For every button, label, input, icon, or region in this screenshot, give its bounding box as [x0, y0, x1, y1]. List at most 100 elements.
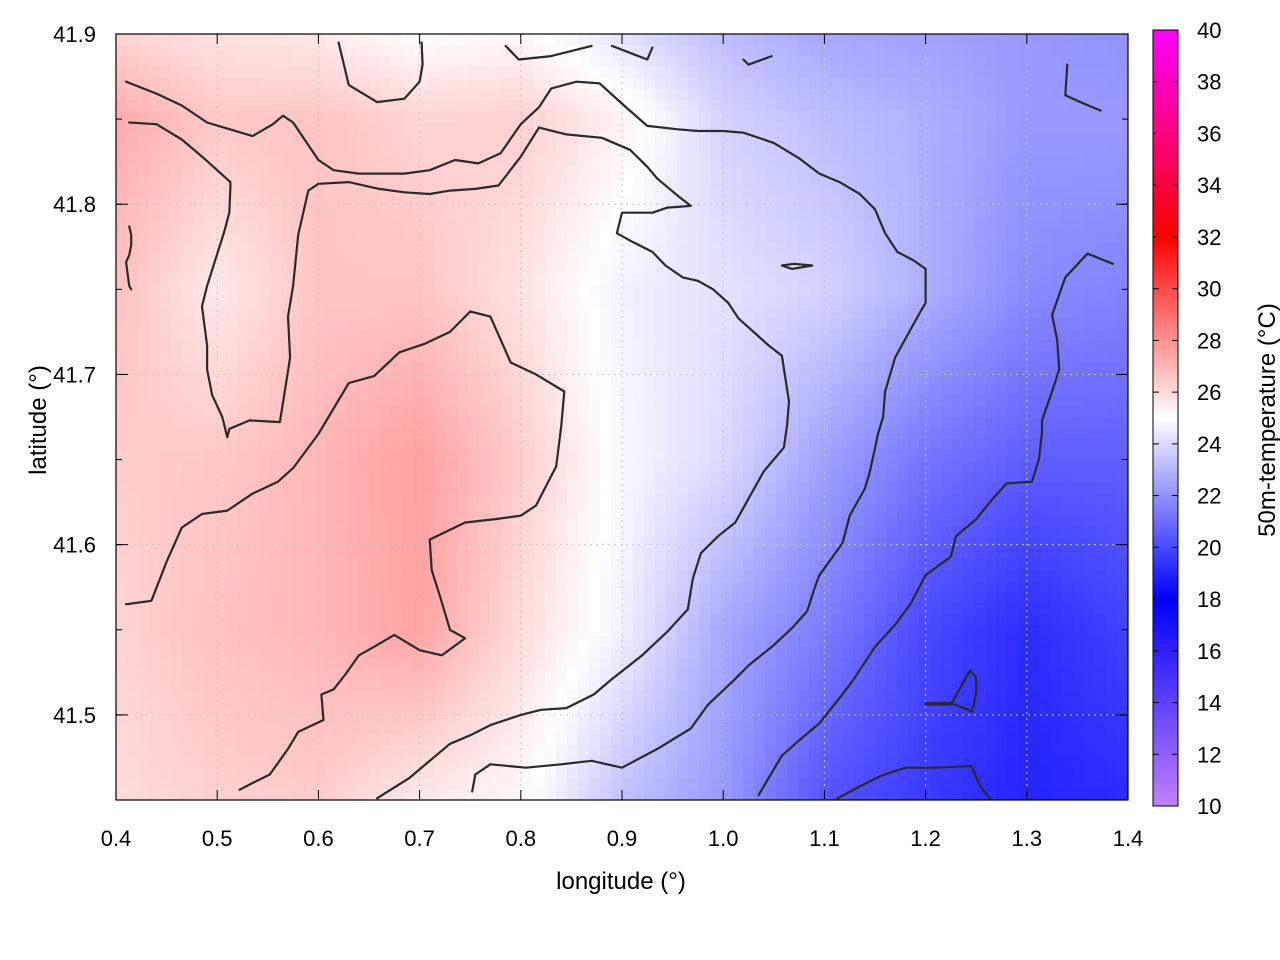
heatmap-cell [1106, 230, 1118, 243]
heatmap-cell [1084, 154, 1096, 166]
heatmap-cell [1029, 121, 1041, 134]
heatmap-cell [1117, 340, 1128, 352]
heatmap-cell [930, 351, 942, 363]
heatmap-cell [1095, 274, 1107, 287]
heatmap-cell [644, 471, 656, 484]
heatmap-cell [644, 143, 656, 155]
heatmap-cell [1073, 66, 1085, 79]
heatmap-cell [160, 329, 172, 341]
heatmap-cell [666, 373, 678, 385]
heatmap-cell [985, 154, 997, 166]
heatmap-cell [787, 526, 799, 538]
heatmap-cell [1040, 482, 1052, 495]
heatmap-cell [446, 176, 458, 188]
heatmap-cell [380, 548, 392, 560]
heatmap-cell [633, 373, 645, 385]
heatmap-cell [380, 176, 392, 188]
heatmap-cell [369, 537, 381, 549]
heatmap-cell [336, 559, 348, 571]
heatmap-cell [127, 603, 139, 615]
heatmap-cell [633, 329, 645, 341]
heatmap-cell [655, 209, 667, 221]
heatmap-cell [589, 384, 601, 396]
heatmap-cell [820, 427, 832, 440]
heatmap-cell [611, 340, 623, 352]
heatmap-cell [941, 296, 953, 309]
heatmap-cell [424, 570, 436, 582]
heatmap-cell [567, 209, 579, 221]
heatmap-cell [589, 592, 601, 604]
heatmap-cell [523, 559, 535, 571]
heatmap-cell [1029, 165, 1041, 177]
heatmap-cell [1040, 471, 1052, 484]
heatmap-cell [523, 296, 535, 309]
heatmap-cell [589, 110, 601, 123]
heatmap-cell [908, 548, 920, 560]
heatmap-cell [622, 493, 634, 506]
heatmap-cell [1018, 471, 1030, 484]
heatmap-cell [666, 88, 678, 101]
heatmap-cell [248, 296, 260, 309]
heatmap-cell [380, 110, 392, 123]
heatmap-cell [193, 460, 205, 473]
heatmap-cell [897, 351, 909, 363]
heatmap-cell [578, 110, 590, 123]
heatmap-cell [182, 471, 194, 484]
heatmap-cell [1117, 515, 1128, 528]
heatmap-cell [743, 154, 755, 166]
heatmap-cell [996, 384, 1008, 396]
heatmap-cell [182, 77, 194, 90]
heatmap-cell [721, 384, 733, 396]
heatmap-cell [292, 603, 304, 615]
heatmap-cell [501, 187, 513, 199]
heatmap-cell [963, 526, 975, 538]
heatmap-cell [699, 77, 711, 90]
heatmap-cell [732, 384, 744, 396]
heatmap-cell [666, 44, 678, 57]
heatmap-cell [215, 263, 227, 276]
heatmap-cell [1117, 449, 1128, 462]
heatmap-cell [908, 504, 920, 517]
heatmap-cell [963, 384, 975, 396]
heatmap-cell [358, 427, 370, 440]
heatmap-cell [710, 77, 722, 90]
heatmap-cell [501, 132, 513, 145]
heatmap-cell [501, 34, 513, 46]
heatmap-cell [732, 438, 744, 451]
heatmap-cell [710, 209, 722, 221]
heatmap-cell [490, 220, 502, 232]
heatmap-cell [380, 143, 392, 155]
heatmap-cell [589, 406, 601, 418]
heatmap-cell [589, 99, 601, 112]
heatmap-cell [875, 351, 887, 363]
heatmap-cell [1084, 449, 1096, 462]
heatmap-cell [1051, 143, 1063, 155]
heatmap-cell [1018, 187, 1030, 199]
heatmap-cell [930, 570, 942, 582]
heatmap-cell [523, 482, 535, 495]
heatmap-cell [754, 44, 766, 57]
heatmap-cell [732, 613, 744, 626]
heatmap-cell [1018, 55, 1030, 68]
heatmap-cell [138, 537, 150, 549]
heatmap-cell [600, 209, 612, 221]
heatmap-cell [270, 471, 282, 484]
heatmap-cell [325, 471, 337, 484]
heatmap-cell [600, 307, 612, 320]
heatmap-cell [842, 209, 854, 221]
heatmap-cell [490, 603, 502, 615]
heatmap-cell [974, 329, 986, 341]
heatmap-cell [182, 318, 194, 331]
heatmap-cell [930, 263, 942, 276]
heatmap-cell [435, 307, 447, 320]
heatmap-cell [281, 99, 293, 112]
heatmap-cell [688, 110, 700, 123]
heatmap-cell [655, 362, 667, 374]
heatmap-cell [270, 34, 282, 46]
heatmap-cell [1040, 165, 1052, 177]
heatmap-cell [710, 603, 722, 615]
heatmap-cell [391, 241, 403, 254]
heatmap-cell [633, 209, 645, 221]
heatmap-cell [325, 624, 337, 637]
heatmap-cell [853, 209, 865, 221]
